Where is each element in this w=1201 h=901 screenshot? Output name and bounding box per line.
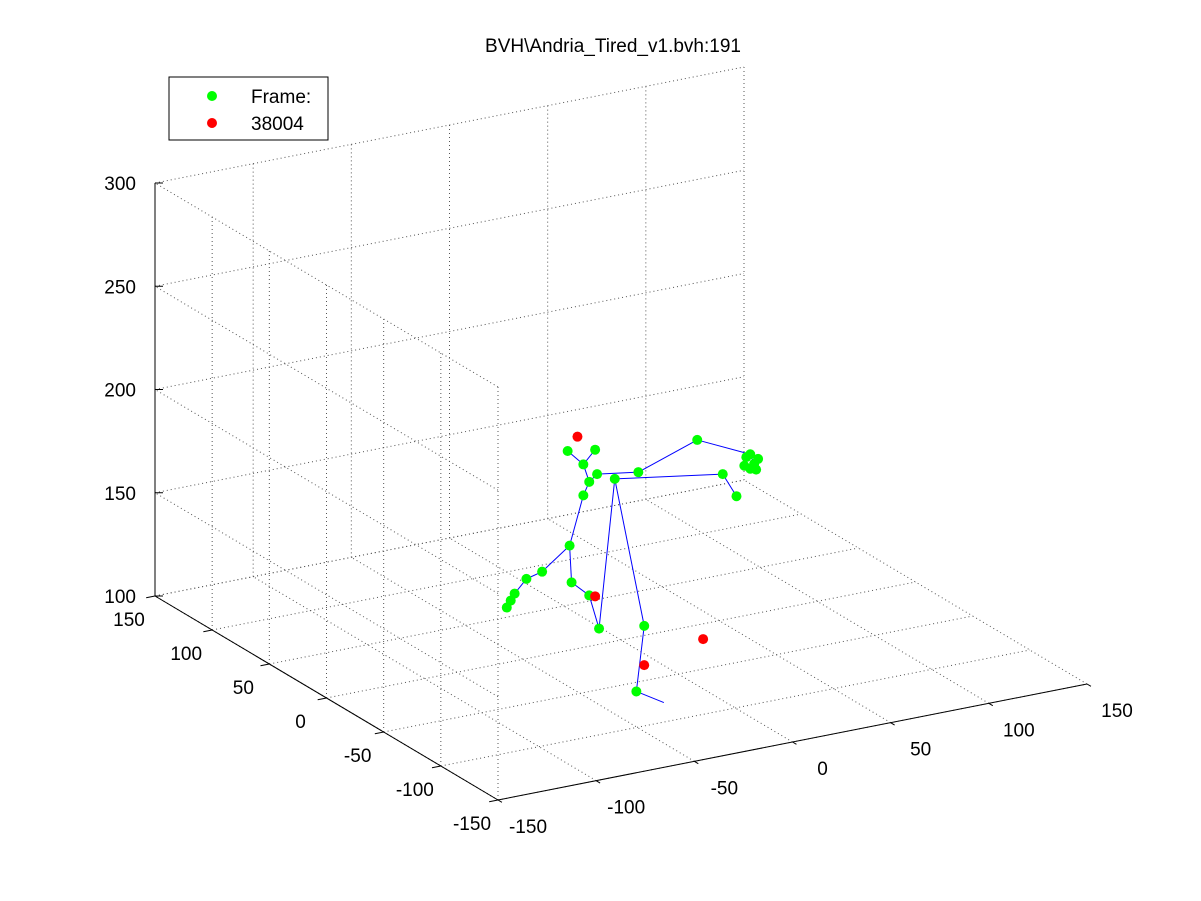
back-wall-grid-z-200 bbox=[154, 273, 745, 390]
floor-grid-y-100 bbox=[212, 513, 802, 631]
green-joint-marker-28 bbox=[501, 602, 512, 613]
bone-segment-3 bbox=[614, 478, 645, 626]
y-tick-label-6: 150 bbox=[113, 610, 145, 631]
y-tick-150 bbox=[146, 595, 156, 599]
bone-segment-6 bbox=[588, 595, 600, 629]
x-tick-150 bbox=[1086, 683, 1092, 687]
green-joint-marker-7 bbox=[566, 577, 577, 588]
y-tick--50 bbox=[374, 731, 384, 735]
y-tick-50 bbox=[260, 663, 270, 667]
z-tick-label-3: 250 bbox=[104, 277, 136, 298]
skeleton-bones bbox=[506, 439, 755, 704]
bone-segment-17 bbox=[697, 439, 751, 455]
x-tick-label-0: -150 bbox=[509, 817, 547, 838]
red-joint-marker-0 bbox=[590, 591, 601, 602]
back-wall-grid-z-250 bbox=[154, 169, 745, 287]
green-joint-marker-13 bbox=[562, 445, 573, 456]
green-joint-marker-16 bbox=[692, 434, 703, 445]
green-joint-marker-12 bbox=[590, 444, 601, 455]
back-wall-grid-z-300 bbox=[154, 66, 745, 184]
y-tick-label-2: -50 bbox=[344, 746, 371, 767]
side-wall-grid-z-200 bbox=[154, 389, 499, 594]
legend-green-marker bbox=[207, 91, 217, 101]
z-tick-label-4: 300 bbox=[104, 174, 136, 195]
green-joint-marker-3 bbox=[731, 491, 742, 502]
legend-entry-frame-number: 38004 bbox=[251, 114, 304, 135]
green-joint-marker-2 bbox=[717, 469, 728, 480]
green-joint-marker-24 bbox=[537, 566, 548, 577]
floor-grid-y--100 bbox=[440, 649, 1030, 767]
red-joint-marker-1 bbox=[572, 431, 583, 442]
y-tick-label-0: -150 bbox=[453, 814, 491, 835]
x-tick-label-2: -50 bbox=[711, 778, 738, 799]
z-tick-label-2: 200 bbox=[104, 381, 136, 402]
bone-segment-9 bbox=[569, 495, 584, 546]
grid-lines bbox=[154, 66, 1088, 801]
axis-lines bbox=[146, 182, 1092, 803]
x-tick--150 bbox=[497, 799, 503, 803]
green-joint-marker-15 bbox=[633, 467, 644, 478]
green-joint-marker-10 bbox=[584, 476, 595, 487]
bone-segment-15 bbox=[597, 471, 639, 475]
y-tick-label-3: 0 bbox=[295, 712, 306, 733]
side-wall-grid-z-250 bbox=[154, 285, 499, 491]
y-tick-label-1: -100 bbox=[396, 780, 434, 801]
green-joint-marker-1 bbox=[609, 473, 620, 484]
green-joint-marker-11 bbox=[578, 459, 589, 470]
bone-segment-19 bbox=[541, 545, 570, 573]
bone-segment-0 bbox=[598, 478, 616, 629]
legend-entry-frame: Frame: bbox=[251, 87, 311, 108]
joint-markers bbox=[501, 431, 764, 697]
y-tick--150 bbox=[489, 799, 499, 803]
green-joint-marker-5 bbox=[631, 686, 642, 697]
green-joint-marker-19 bbox=[753, 453, 764, 464]
x-tick-label-4: 50 bbox=[910, 740, 931, 761]
green-joint-marker-23 bbox=[741, 452, 752, 463]
y-tick-100 bbox=[203, 629, 213, 633]
side-wall-grid-z-300 bbox=[154, 182, 499, 388]
green-joint-marker-21 bbox=[751, 464, 762, 475]
bone-segment-8 bbox=[569, 545, 573, 583]
back-wall-grid-z-100 bbox=[154, 479, 745, 597]
bone-segment-4 bbox=[635, 625, 645, 692]
green-joint-marker-9 bbox=[578, 490, 589, 501]
chart-title: BVH\Andria_Tired_v1.bvh:191 bbox=[485, 36, 741, 57]
floor-grid-y-50 bbox=[269, 547, 859, 665]
green-joint-marker-25 bbox=[521, 573, 532, 584]
z-tick-label-0: 100 bbox=[104, 587, 136, 608]
y-tick-label-5: 100 bbox=[170, 644, 202, 665]
bone-segment-16 bbox=[638, 439, 698, 473]
x-tick-50 bbox=[890, 722, 895, 726]
floor-grid-y--50 bbox=[383, 615, 973, 733]
y-tick--100 bbox=[431, 765, 441, 769]
green-joint-marker-14 bbox=[592, 469, 603, 480]
y-tick-0 bbox=[317, 697, 327, 701]
back-wall-grid-z-150 bbox=[154, 376, 745, 494]
x-tick--50 bbox=[694, 760, 699, 765]
green-joint-marker-0 bbox=[594, 623, 605, 634]
x-tick-label-1: -100 bbox=[607, 798, 645, 819]
x-tick-label-6: 150 bbox=[1101, 701, 1133, 722]
x-tick-label-3: 0 bbox=[817, 759, 828, 780]
green-joint-marker-8 bbox=[564, 540, 575, 551]
z-tick-label-1: 150 bbox=[104, 484, 136, 505]
y-tick-label-4: 50 bbox=[233, 678, 254, 699]
green-joint-marker-22 bbox=[739, 460, 750, 471]
x-tick-label-5: 100 bbox=[1003, 720, 1035, 741]
legend-red-marker bbox=[207, 118, 217, 128]
bone-segment-1 bbox=[614, 473, 723, 480]
side-wall-grid-z-150 bbox=[154, 492, 499, 698]
x-tick-0 bbox=[792, 741, 797, 745]
red-joint-marker-2 bbox=[698, 634, 709, 645]
floor-grid-y-0 bbox=[326, 581, 916, 699]
tick-labels: -150-100-50050100150-150-100-50050100150… bbox=[104, 174, 1133, 838]
x-tick-100 bbox=[988, 702, 994, 707]
legend-box bbox=[168, 76, 329, 141]
x-tick--100 bbox=[595, 780, 601, 784]
red-joint-marker-3 bbox=[639, 660, 650, 671]
green-joint-marker-4 bbox=[639, 620, 650, 631]
legend[interactable]: Frame: 38004 bbox=[168, 76, 329, 141]
